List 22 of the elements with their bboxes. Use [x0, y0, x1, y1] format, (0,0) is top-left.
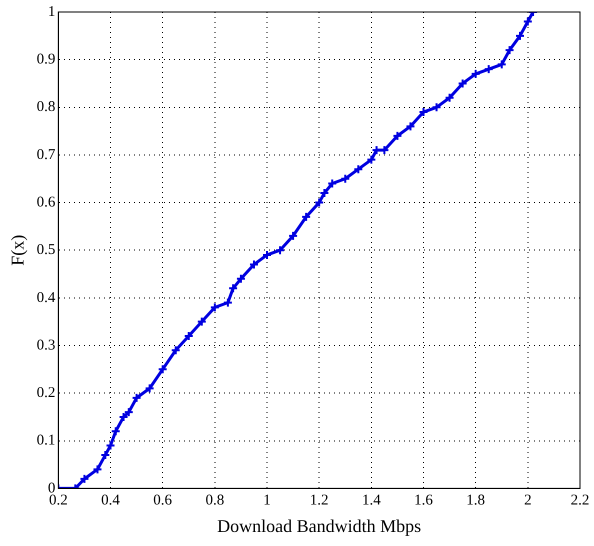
x-tick-label: 0.8 — [205, 492, 224, 508]
x-tick-label: 1 — [263, 492, 271, 508]
x-tick-label: 1.6 — [414, 492, 434, 508]
y-tick-label: 0.3 — [36, 337, 56, 354]
x-tick-label: 2.2 — [570, 492, 590, 508]
y-tick-label: 0.7 — [36, 146, 56, 163]
y-tick-label: 0.1 — [36, 432, 56, 449]
x-tick-label: 0.4 — [101, 492, 120, 508]
y-tick-label: 0.4 — [36, 290, 56, 306]
y-tick-label: 0.9 — [36, 52, 56, 68]
x-tick-label: 1.2 — [310, 492, 329, 508]
y-tick-label: 0.2 — [36, 385, 56, 402]
x-tick-label: 0.6 — [153, 492, 173, 508]
y-tick-label: 0.6 — [36, 194, 56, 210]
x-tick-label: 1.8 — [466, 492, 486, 508]
x-tick-label: 1.4 — [362, 492, 382, 508]
x-axis-title: Download Bandwidth Mbps — [217, 516, 422, 536]
y-axis-title: F(x) — [8, 234, 28, 266]
x-tick-label: 2 — [524, 492, 532, 508]
y-tick-label: 0.8 — [36, 99, 56, 116]
y-tick-label: 0.5 — [36, 242, 56, 258]
y-tick-label: 1 — [48, 4, 56, 20]
